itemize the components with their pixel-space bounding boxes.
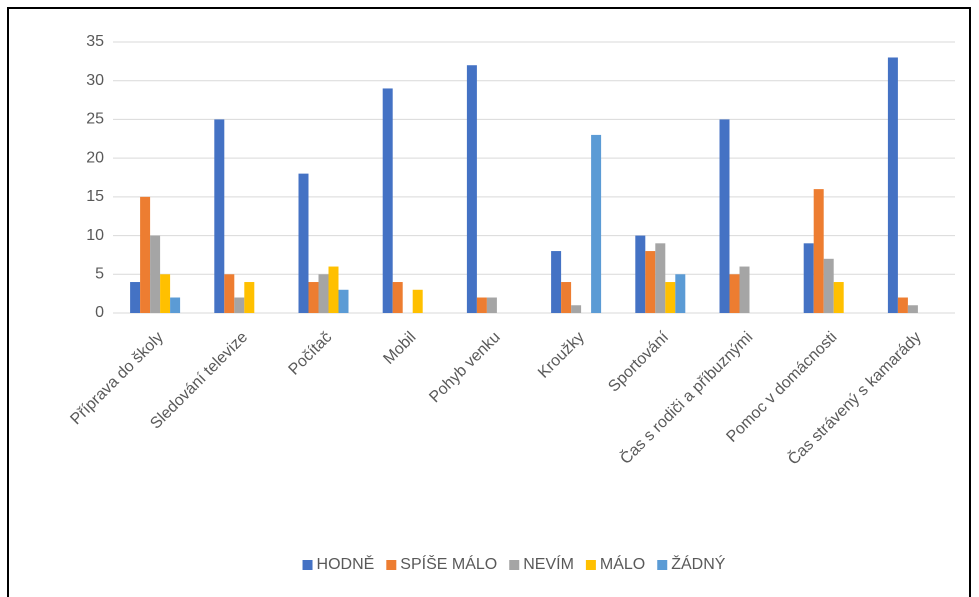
bar — [318, 274, 329, 313]
bar — [392, 282, 403, 313]
x-tick-label: Čas strávený s kamarády — [784, 327, 925, 468]
bar — [551, 251, 562, 313]
bar — [234, 297, 245, 313]
bar — [150, 235, 161, 313]
legend-label: HODNĚ — [317, 554, 375, 573]
bar — [719, 119, 730, 313]
x-tick-label: Čas s rodiči a příbuznými — [616, 327, 756, 467]
bar — [897, 297, 908, 313]
legend-label: SPÍŠE MÁLO — [400, 554, 497, 573]
legend-swatch — [585, 560, 596, 570]
bar — [170, 297, 181, 313]
legend-label: MÁLO — [600, 554, 645, 573]
bar — [571, 305, 582, 313]
x-tick-label: Sportování — [605, 328, 672, 395]
legend-label: ŽÁDNÝ — [671, 554, 726, 573]
bar — [486, 297, 497, 313]
legend-swatch — [302, 560, 313, 570]
bar — [214, 119, 225, 313]
legend-swatch — [386, 560, 397, 570]
bar — [298, 173, 309, 313]
bar — [635, 235, 646, 313]
bar — [813, 189, 824, 313]
legend-swatch — [509, 560, 520, 570]
y-tick-label: 30 — [86, 72, 104, 89]
bar — [907, 305, 918, 313]
bar — [655, 243, 666, 313]
bar — [466, 65, 477, 313]
y-tick-label: 35 — [86, 33, 104, 50]
bar — [140, 196, 151, 313]
bar — [476, 297, 487, 313]
bar — [338, 289, 349, 313]
x-tick-label: Kroužky — [535, 329, 588, 382]
bar — [561, 282, 572, 313]
bar — [160, 274, 171, 313]
bar — [823, 258, 834, 313]
x-tick-label: Mobil — [380, 329, 419, 368]
x-tick-label: Počítač — [286, 329, 336, 379]
y-tick-label: 15 — [86, 188, 104, 205]
y-tick-label: 25 — [86, 111, 104, 128]
chart-frame — [7, 7, 971, 597]
bar — [328, 266, 339, 313]
bar — [412, 289, 423, 313]
y-tick-label: 5 — [95, 266, 104, 283]
bar — [665, 282, 676, 313]
bar — [224, 274, 235, 313]
bar — [729, 274, 740, 313]
bar — [887, 57, 898, 313]
legend-swatch — [657, 560, 668, 570]
y-tick-label: 20 — [86, 149, 104, 166]
y-tick-label: 0 — [95, 304, 104, 321]
bar — [244, 282, 255, 313]
bar — [382, 88, 393, 313]
bar — [591, 134, 602, 313]
y-tick-label: 10 — [86, 227, 104, 244]
bar — [803, 243, 814, 313]
bar — [739, 266, 750, 313]
bar — [130, 282, 141, 313]
x-tick-label: Pohyb venku — [426, 329, 503, 406]
bar — [645, 251, 656, 313]
bar — [308, 282, 319, 313]
bar — [675, 274, 686, 313]
x-tick-label: Příprava do školy — [67, 329, 166, 428]
bar — [833, 282, 844, 313]
legend-label: NEVÍM — [523, 554, 574, 573]
